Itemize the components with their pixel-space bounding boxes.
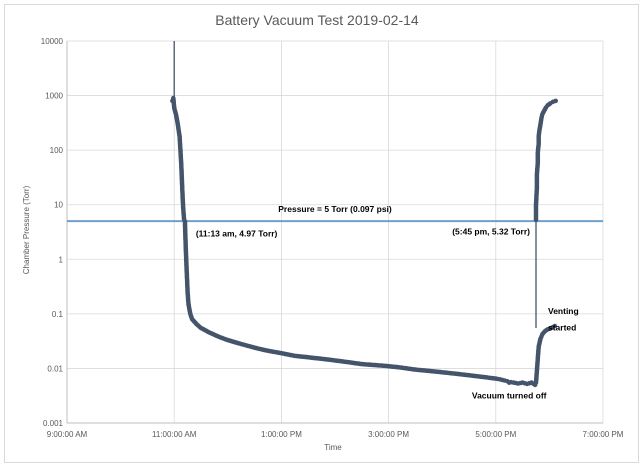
- x-tick-label: 3:00:00 PM: [368, 430, 409, 439]
- y-tick-label: 0.01: [47, 364, 63, 373]
- annotation-label: Vacuum turned off: [472, 391, 547, 401]
- y-tick-label: 0.001: [43, 419, 64, 428]
- annotation-label: (5:45 pm, 5.32 Torr): [452, 227, 530, 237]
- annotation-label: Venting: [548, 306, 579, 316]
- chart-title: Battery Vacuum Test 2019-02-14: [215, 12, 419, 28]
- y-tick-label: 10000: [41, 37, 64, 46]
- y-axis-title: Chamber Pressure (Torr): [22, 185, 31, 274]
- y-tick-label: 1: [59, 255, 64, 264]
- y-tick-label: 100: [50, 146, 64, 155]
- annotations: (11:13 am, 4.97 Torr) (5:45 pm, 5.32 Torr…: [196, 227, 579, 401]
- chart-svg: Battery Vacuum Test 2019-02-14 0.001 0.01…: [22, 12, 624, 452]
- data-point: [553, 98, 558, 104]
- y-tick-label: 1000: [45, 92, 63, 101]
- annotation-label: (11:13 am, 4.97 Torr): [196, 228, 278, 238]
- reference-line-label: Pressure = 5 Torr (0.097 psi): [278, 204, 392, 214]
- y-tick-label: 10: [54, 201, 63, 210]
- x-tick-label: 1:00:00 PM: [261, 430, 302, 439]
- reference-lines: Pressure = 5 Torr (0.097 psi): [67, 41, 603, 329]
- gridlines: [66, 40, 604, 424]
- x-tick-label: 11:00:00 AM: [152, 430, 197, 439]
- x-axis-title: Time: [324, 443, 342, 452]
- chart-frame: Battery Vacuum Test 2019-02-14 0.001 0.01…: [4, 4, 639, 463]
- data-point: [552, 323, 558, 329]
- x-tick-label: 9:00:00 AM: [47, 430, 88, 439]
- series-2: [533, 98, 558, 222]
- series-group: [170, 95, 558, 388]
- x-tick-label: 5:00:00 PM: [475, 430, 516, 439]
- axes: [66, 41, 603, 424]
- y-tick-label: 0.1: [52, 310, 64, 319]
- x-tick-label: 7:00:00 PM: [583, 430, 624, 439]
- tick-labels: 0.001 0.01 0.1 1 10 100 1000 10000 9:00:00 AM 11:…: [41, 37, 624, 439]
- annotation-label: started: [548, 322, 576, 332]
- series-1: [170, 95, 558, 388]
